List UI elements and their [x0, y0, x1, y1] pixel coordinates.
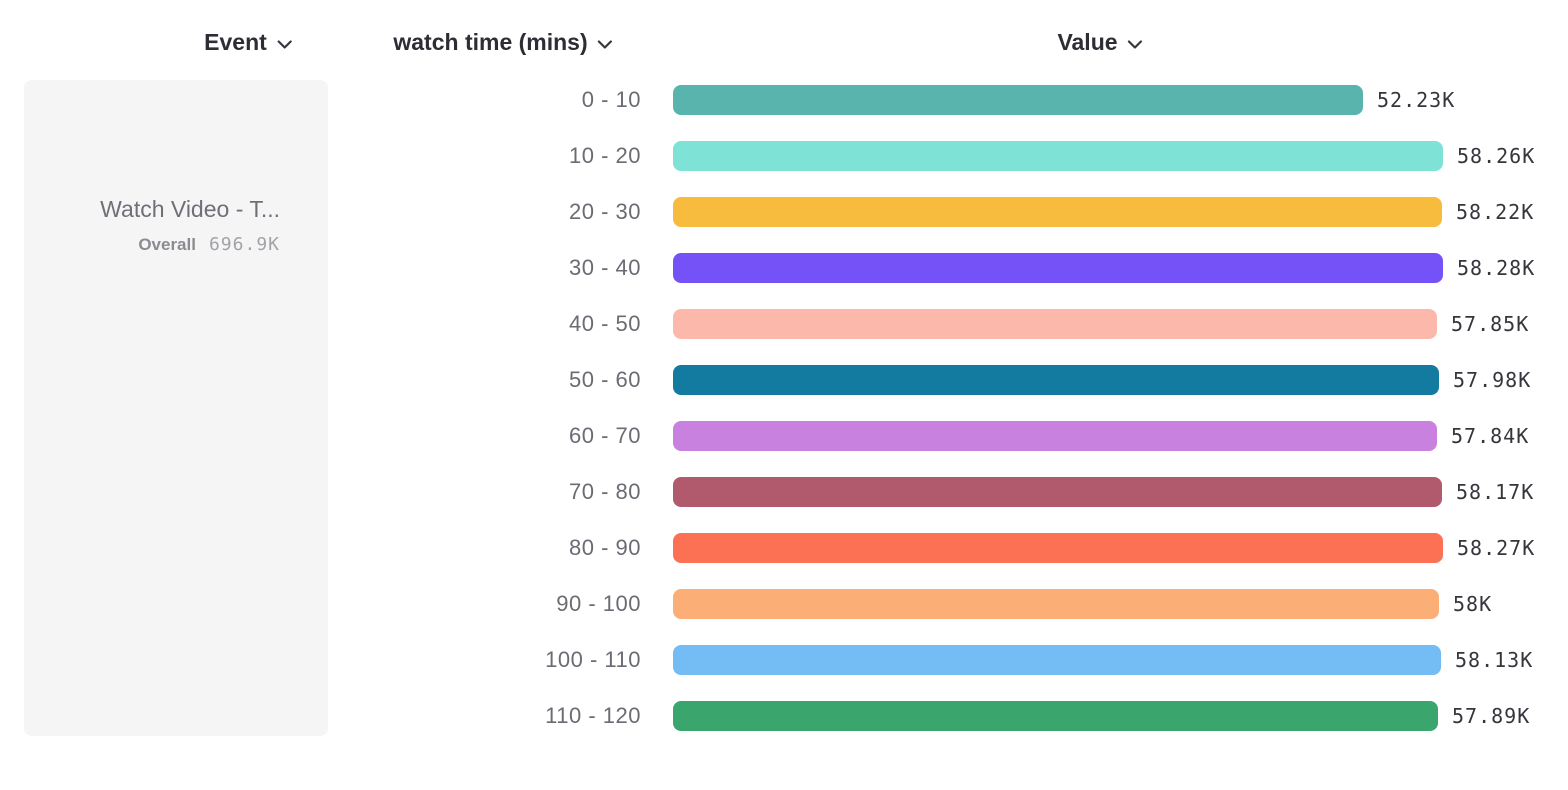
- bar-value-label: 52.23K: [1377, 88, 1456, 112]
- bar[interactable]: [673, 253, 1443, 283]
- bar-category-label: 50 - 60: [569, 367, 641, 392]
- bar-value-label: 57.84K: [1451, 424, 1530, 448]
- bar-value-label: 58K: [1453, 592, 1493, 616]
- bar-row: 70 - 80 58.17K: [0, 464, 1568, 520]
- breakdown-column-label: watch time (mins): [393, 28, 588, 55]
- bar-category-label: 100 - 110: [545, 647, 641, 672]
- bar-category-label: 70 - 80: [569, 479, 641, 504]
- chevron-down-icon: [277, 39, 292, 49]
- bar-category-label: 20 - 30: [569, 199, 641, 224]
- event-column-label: Event: [204, 28, 267, 55]
- bar-row: 40 - 50 57.85K: [0, 296, 1568, 352]
- bar-value-label: 57.85K: [1451, 312, 1530, 336]
- bar[interactable]: [673, 421, 1437, 451]
- bar-category-label: 80 - 90: [569, 535, 641, 560]
- bar-row: 90 - 100 58K: [0, 576, 1568, 632]
- bar-row: 10 - 20 58.26K: [0, 128, 1568, 184]
- event-column-header[interactable]: Event: [204, 26, 292, 58]
- bar-row: 110 - 120 57.89K: [0, 688, 1568, 744]
- event-card-title: Watch Video - T...: [100, 196, 280, 222]
- bar-category-label: 0 - 10: [581, 87, 641, 112]
- bar-row: 60 - 70 57.84K: [0, 408, 1568, 464]
- bar-value-label: 58.13K: [1455, 648, 1534, 672]
- bar-category-label: 30 - 40: [569, 255, 641, 280]
- bar-chart: 0 - 10 52.23K 10 - 20 58.26K 20 - 30 58.…: [0, 72, 1568, 744]
- value-column-header[interactable]: Value: [1057, 26, 1143, 58]
- bar-value-label: 58.28K: [1457, 256, 1536, 280]
- chevron-down-icon: [1127, 39, 1143, 49]
- bar[interactable]: [673, 701, 1438, 731]
- bar[interactable]: [673, 533, 1443, 563]
- bar-category-label: 40 - 50: [569, 311, 641, 336]
- bar[interactable]: [673, 197, 1442, 227]
- bar[interactable]: [673, 141, 1443, 171]
- event-card-overall-row: Overall 696.9K: [138, 234, 280, 255]
- bar-value-label: 57.89K: [1452, 704, 1531, 728]
- bar-value-label: 58.17K: [1456, 480, 1535, 504]
- bar-category-label: 60 - 70: [569, 423, 641, 448]
- bar-category-label: 110 - 120: [545, 703, 641, 728]
- bar-row: 30 - 40 58.28K: [0, 240, 1568, 296]
- bar-category-label: 90 - 100: [556, 591, 641, 616]
- chevron-down-icon: [598, 39, 613, 49]
- bar[interactable]: [673, 477, 1442, 507]
- bar-value-label: 58.22K: [1456, 200, 1535, 224]
- event-card[interactable]: Watch Video - T... Overall 696.9K: [24, 80, 328, 736]
- breakdown-column-header[interactable]: watch time (mins): [393, 26, 613, 58]
- bar-value-label: 57.98K: [1453, 368, 1532, 392]
- bar-category-label: 10 - 20: [569, 143, 641, 168]
- bar-row: 0 - 10 52.23K: [0, 72, 1568, 128]
- overall-label: Overall: [138, 235, 196, 254]
- bar[interactable]: [673, 85, 1363, 115]
- bar-value-label: 58.26K: [1457, 144, 1536, 168]
- overall-value: 696.9K: [208, 234, 280, 255]
- bar[interactable]: [673, 309, 1437, 339]
- value-column-label: Value: [1057, 28, 1118, 55]
- bar-row: 100 - 110 58.13K: [0, 632, 1568, 688]
- bar-value-label: 58.27K: [1457, 536, 1536, 560]
- bar-row: 50 - 60 57.98K: [0, 352, 1568, 408]
- bar[interactable]: [673, 645, 1441, 675]
- bar-row: 20 - 30 58.22K: [0, 184, 1568, 240]
- bar-row: 80 - 90 58.27K: [0, 520, 1568, 576]
- bar[interactable]: [673, 365, 1439, 395]
- bar[interactable]: [673, 589, 1439, 619]
